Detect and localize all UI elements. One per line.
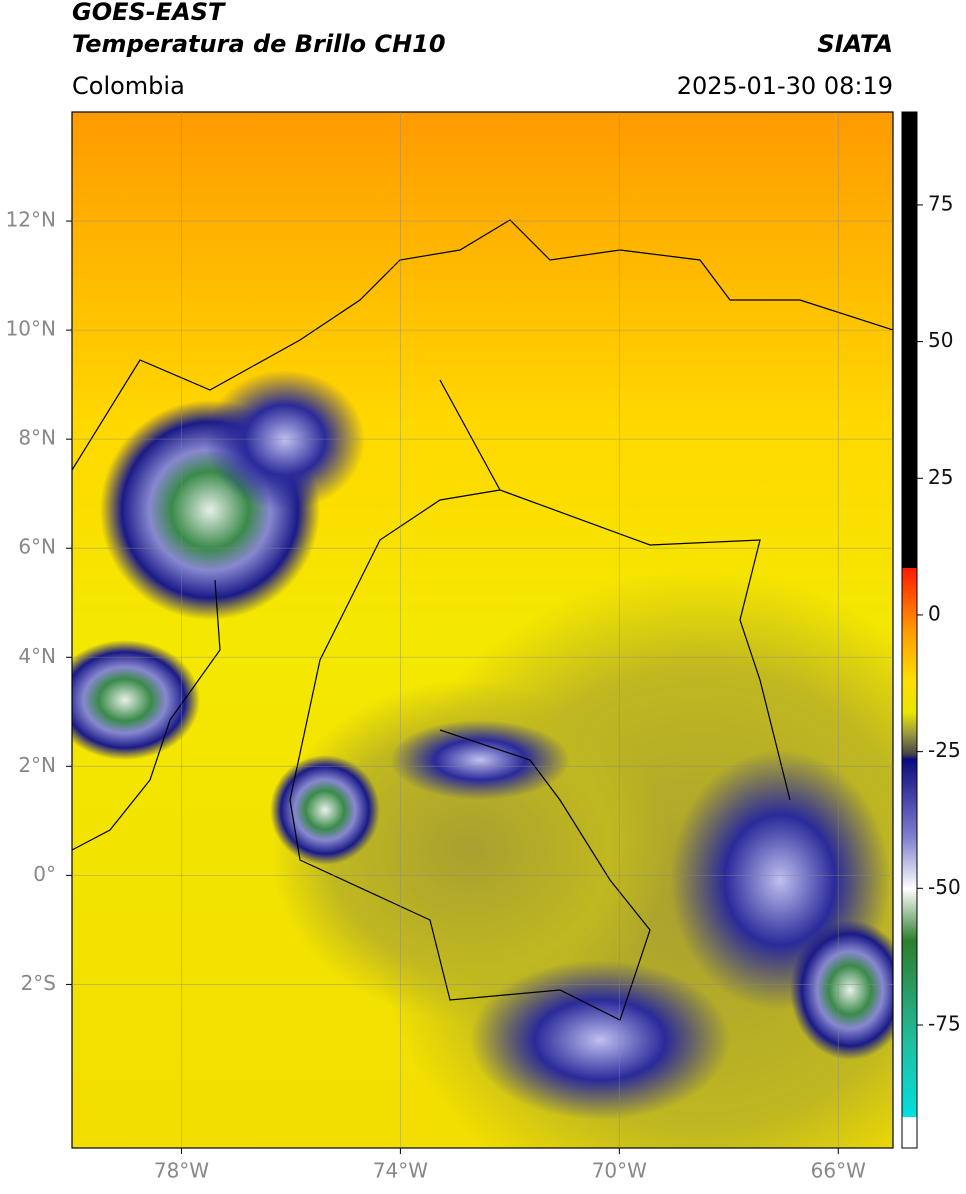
y-tick-label: 8°N bbox=[18, 426, 56, 450]
cloud-field bbox=[270, 680, 670, 1020]
colorbar-tick-label: 0 bbox=[928, 601, 941, 625]
cloud bbox=[205, 370, 365, 510]
y-tick-label: 2°N bbox=[18, 753, 56, 777]
cloud bbox=[72, 640, 200, 760]
title: GOES-EAST bbox=[72, 0, 226, 26]
coastline bbox=[72, 579, 221, 851]
subtitle: Temperatura de Brillo CH10 bbox=[72, 30, 446, 58]
cloud bbox=[470, 960, 730, 1120]
y-tick-label: 10°N bbox=[6, 317, 56, 341]
colorbar-tick-label: -50 bbox=[928, 875, 961, 899]
cloud bbox=[390, 720, 570, 800]
colorbar-tick-label: -25 bbox=[928, 738, 961, 762]
coastline bbox=[72, 219, 893, 471]
y-tick-label: 4°N bbox=[18, 644, 56, 668]
y-tick-label: 6°N bbox=[18, 535, 56, 559]
y-tick-label: 2°S bbox=[21, 971, 56, 995]
y-tick-label: 0° bbox=[33, 862, 56, 886]
source: SIATA bbox=[817, 30, 893, 58]
colorbar-tick-label: 50 bbox=[928, 328, 953, 352]
timestamp: 2025-01-30 08:19 bbox=[677, 72, 893, 100]
imagery bbox=[72, 112, 893, 1148]
colorbar bbox=[901, 111, 918, 1149]
colorbar-tick-label: 75 bbox=[928, 191, 953, 215]
x-tick-label: 66°W bbox=[811, 1159, 866, 1183]
x-tick-label: 74°W bbox=[373, 1159, 428, 1183]
x-tick-label: 70°W bbox=[592, 1159, 647, 1183]
border bbox=[289, 379, 791, 1021]
y-tick-label: 12°N bbox=[6, 208, 56, 232]
x-tick-label: 78°W bbox=[154, 1159, 209, 1183]
cloud bbox=[270, 755, 380, 865]
cloud bbox=[790, 920, 893, 1060]
map-frame bbox=[71, 111, 894, 1149]
colorbar-tick-label: 25 bbox=[928, 465, 953, 489]
region: Colombia bbox=[72, 72, 185, 100]
colorbar-tick-label: -75 bbox=[928, 1011, 961, 1035]
